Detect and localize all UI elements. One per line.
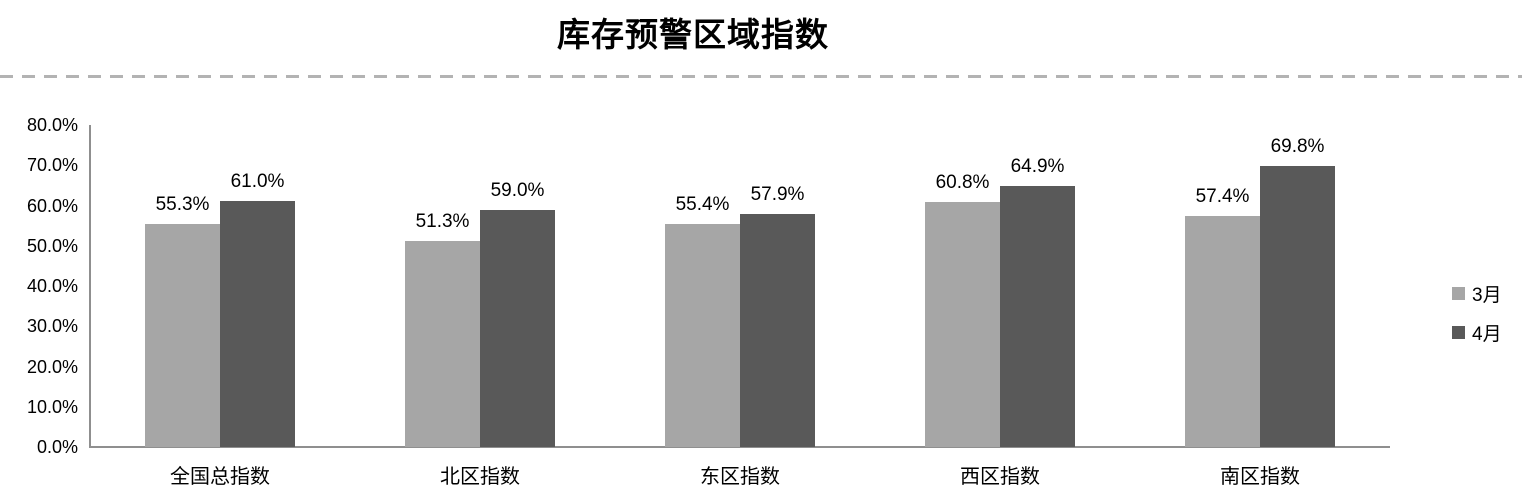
x-axis-line [89,446,1390,448]
legend-swatch-icon [1452,326,1465,339]
value-label-4月-南区指数: 69.8% [1270,136,1325,158]
chart-title: 库存预警区域指数 [557,16,829,53]
category-label-南区指数: 南区指数 [1220,466,1300,488]
ytick-label-20.0%: 20.0% [26,356,78,377]
category-label-西区指数: 西区指数 [960,466,1040,488]
category-label-东区指数: 东区指数 [700,466,780,488]
bar-4月-南区指数 [1260,166,1335,447]
ytick-label-70.0%: 70.0% [26,155,78,176]
value-label-3月-北区指数: 51.3% [415,210,470,232]
bar-4月-北区指数 [480,209,555,447]
ytick-label-0.0%: 0.0% [36,437,78,457]
legend-item-3月: 3月 [1452,280,1502,307]
value-label-4月-东区指数: 57.9% [750,183,805,205]
chart-legend: 3月 4月 [1452,280,1502,358]
value-label-4月-北区指数: 59.0% [490,179,545,201]
value-label-3月-西区指数: 60.8% [935,172,990,194]
legend-label: 4月 [1472,324,1502,345]
value-label-4月-全国总指数: 61.0% [230,171,285,193]
ytick-label-60.0%: 60.0% [26,195,78,216]
bar-3月-南区指数 [1185,215,1260,447]
value-label-4月-西区指数: 64.9% [1010,155,1065,177]
value-label-3月-东区指数: 55.4% [675,194,730,215]
category-label-全国总指数: 全国总指数 [170,466,270,488]
bar-3月-东区指数 [665,224,740,447]
ytick-label-50.0%: 50.0% [26,235,78,256]
bar-4月-东区指数 [740,213,815,447]
ytick-label-80.0%: 80.0% [26,115,78,135]
dashed-divider [0,75,1522,78]
ytick-label-30.0%: 30.0% [26,316,78,337]
bar-3月-北区指数 [405,240,480,447]
bar-3月-全国总指数 [145,224,220,447]
bar-3月-西区指数 [925,202,1000,447]
legend-swatch-icon [1452,287,1465,300]
y-axis-line [89,125,91,447]
bar-4月-全国总指数 [220,201,295,447]
bar-4月-西区指数 [1000,185,1075,447]
ytick-label-10.0%: 10.0% [26,396,78,417]
ytick-label-40.0%: 40.0% [26,276,78,296]
value-label-3月-全国总指数: 55.3% [155,194,210,216]
legend-item-4月: 4月 [1452,319,1502,346]
value-label-3月-南区指数: 57.4% [1195,185,1250,207]
category-label-北区指数: 北区指数 [440,466,520,488]
legend-label: 3月 [1472,285,1502,306]
